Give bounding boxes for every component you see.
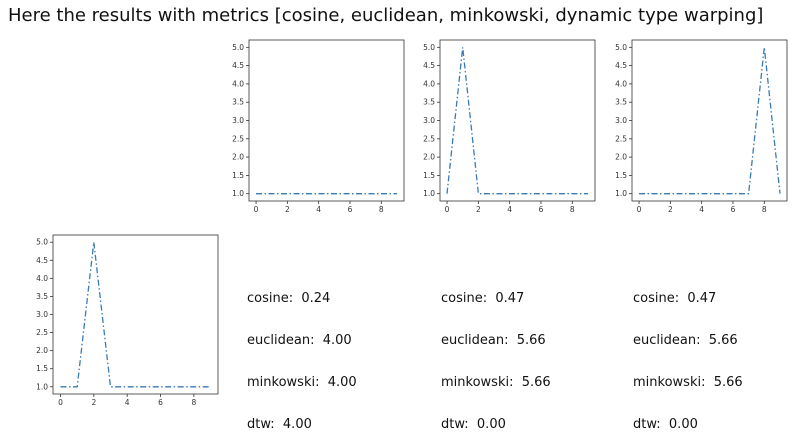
x-tick-label: 8 — [191, 398, 196, 407]
y-tick-label: 3.5 — [36, 292, 48, 301]
euclidean-value: euclidean: 5.66 — [441, 333, 546, 348]
euclidean-value: euclidean: 5.66 — [633, 333, 738, 348]
y-tick-label: 2.0 — [36, 346, 48, 355]
x-tick-label: 0 — [637, 205, 642, 214]
x-tick-label: 4 — [125, 398, 130, 407]
x-tick-label: 8 — [762, 205, 767, 214]
plot-metric-target-1: 1.0 1.5 2.0 2.5 3.0 3.5 4.0 4.5 5.0 0 2 4 6 8 — [232, 39, 405, 214]
metrics-block-1: cosine: 0.24 euclidean: 4.00 minkowski: … — [247, 264, 357, 446]
x-tick-label: 6 — [348, 205, 353, 214]
plot-query-series: 1.0 1.5 2.0 2.5 3.0 3.5 4.0 4.5 5.0 0 2 4 6 8 — [36, 234, 219, 407]
metrics-block-3: cosine: 0.47 euclidean: 5.66 minkowski: … — [633, 264, 743, 446]
y-tick-label: 2.0 — [423, 153, 435, 162]
minkowski-value: minkowski: 4.00 — [247, 375, 357, 390]
y-tick-label: 3.0 — [423, 116, 435, 125]
minkowski-value: minkowski: 5.66 — [633, 375, 743, 390]
y-tick-label: 3.5 — [423, 98, 435, 107]
x-tick-label: 0 — [445, 205, 450, 214]
series-line — [639, 47, 781, 195]
metrics-block-2: cosine: 0.47 euclidean: 5.66 minkowski: … — [441, 264, 551, 446]
x-tick-label: 6 — [731, 205, 736, 214]
y-tick-label: 1.5 — [423, 171, 435, 180]
y-tick-label: 4.5 — [423, 61, 435, 70]
series-line — [446, 47, 588, 195]
x-tick-label: 2 — [91, 398, 96, 407]
y-tick-label: 4.0 — [232, 79, 244, 88]
x-tick-label: 2 — [668, 205, 673, 214]
y-tick-label: 2.5 — [232, 134, 244, 143]
x-tick-label: 6 — [158, 398, 163, 407]
y-tick-label: 2.0 — [615, 153, 627, 162]
x-tick-label: 2 — [476, 205, 481, 214]
y-tick-label: 3.5 — [615, 98, 627, 107]
dtw-value: dtw: 4.00 — [247, 417, 312, 432]
y-tick-label: 4.0 — [615, 79, 627, 88]
dtw-value: dtw: 0.00 — [441, 417, 506, 432]
y-tick-label: 2.0 — [232, 153, 244, 162]
x-tick-label: 8 — [570, 205, 575, 214]
x-tick-label: 2 — [285, 205, 290, 214]
dtw-value: dtw: 0.00 — [633, 417, 698, 432]
x-tick-label: 4 — [316, 205, 321, 214]
y-tick-label: 2.5 — [36, 328, 48, 337]
y-tick-label: 1.5 — [232, 171, 244, 180]
results-heading: Here the results with metrics [cosine, e… — [8, 5, 764, 26]
euclidean-value: euclidean: 4.00 — [247, 333, 352, 348]
cosine-value: cosine: 0.24 — [247, 291, 331, 306]
x-tick-label: 4 — [699, 205, 704, 214]
y-tick-label: 1.0 — [615, 189, 627, 198]
y-tick-label: 5.0 — [423, 43, 435, 52]
y-tick-label: 4.5 — [615, 61, 627, 70]
plot-metric-target-2: 1.0 1.5 2.0 2.5 3.0 3.5 4.0 4.5 5.0 0 2 4 6 8 — [423, 39, 596, 214]
y-tick-label: 3.5 — [232, 98, 244, 107]
y-tick-label: 1.0 — [423, 189, 435, 198]
y-tick-label: 4.0 — [36, 274, 48, 283]
x-tick-label: 4 — [507, 205, 512, 214]
plot-frame — [52, 234, 219, 395]
y-tick-label: 3.0 — [36, 310, 48, 319]
y-tick-label: 1.5 — [36, 364, 48, 373]
plot-metric-target-3: 1.0 1.5 2.0 2.5 3.0 3.5 4.0 4.5 5.0 0 2 4 6 8 — [615, 39, 788, 214]
minkowski-value: minkowski: 5.66 — [441, 375, 551, 390]
y-tick-label: 1.0 — [36, 382, 48, 391]
y-tick-label: 1.5 — [615, 171, 627, 180]
x-tick-label: 8 — [379, 205, 384, 214]
x-tick-label: 6 — [539, 205, 544, 214]
y-tick-label: 1.0 — [232, 189, 244, 198]
y-tick-label: 4.5 — [36, 256, 48, 265]
series-line — [60, 242, 211, 388]
y-tick-label: 4.5 — [232, 61, 244, 70]
cosine-value: cosine: 0.47 — [633, 291, 717, 306]
y-tick-label: 3.0 — [232, 116, 244, 125]
plot-frame — [248, 39, 405, 202]
y-tick-label: 5.0 — [615, 43, 627, 52]
plot-frame — [631, 39, 788, 202]
x-tick-label: 0 — [254, 205, 259, 214]
y-tick-label: 5.0 — [232, 43, 244, 52]
y-tick-label: 2.5 — [615, 134, 627, 143]
y-tick-label: 4.0 — [423, 79, 435, 88]
y-tick-label: 5.0 — [36, 238, 48, 247]
cosine-value: cosine: 0.47 — [441, 291, 525, 306]
y-tick-label: 2.5 — [423, 134, 435, 143]
plot-frame — [439, 39, 596, 202]
y-tick-label: 3.0 — [615, 116, 627, 125]
x-tick-label: 0 — [58, 398, 63, 407]
